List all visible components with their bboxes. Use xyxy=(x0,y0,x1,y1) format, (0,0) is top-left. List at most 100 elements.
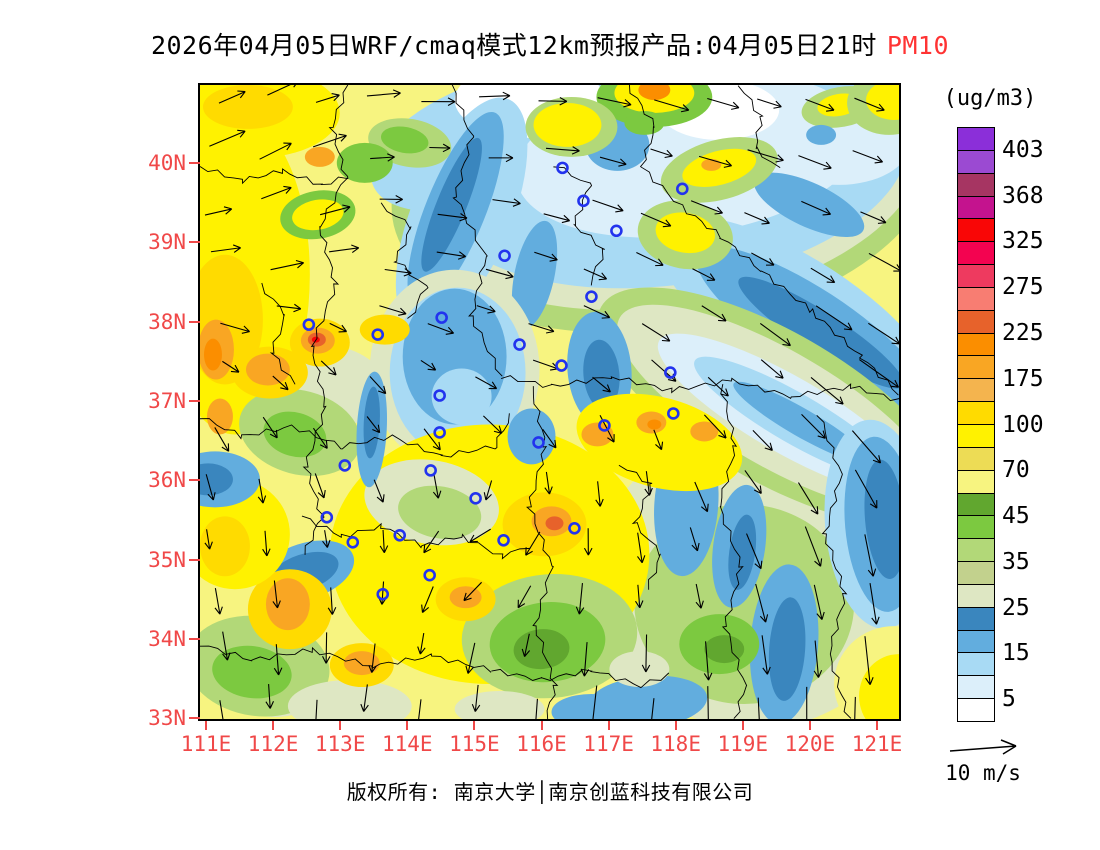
wind-arrow xyxy=(583,268,608,281)
wind-arrow xyxy=(432,472,442,499)
wind-arrow xyxy=(798,155,832,170)
station-marker xyxy=(424,464,437,477)
wind-arrow xyxy=(695,583,704,609)
colorbar-tick-label: 25 xyxy=(1002,594,1030,621)
wind-arrow xyxy=(757,98,782,109)
station-marker xyxy=(664,366,677,379)
station-marker xyxy=(497,533,510,547)
wind-arrow xyxy=(804,526,823,567)
wind-arrow xyxy=(755,583,769,623)
province-boundary xyxy=(200,645,492,673)
wind-arrow xyxy=(420,360,437,371)
station-marker xyxy=(371,328,385,341)
wind-arrow xyxy=(860,211,887,224)
concentration-blob xyxy=(690,421,719,442)
lat-tick-mark xyxy=(189,479,200,482)
wind-scale-arrow-icon xyxy=(949,739,1017,755)
province-boundary xyxy=(553,166,605,286)
pm10-concentration-map xyxy=(200,85,899,719)
colorbar-segment xyxy=(958,242,994,266)
colorbar-tick-label: 5 xyxy=(1002,686,1016,713)
wind-arrow xyxy=(327,587,337,615)
wind-arrow xyxy=(366,416,381,434)
colorbar-segment xyxy=(958,356,994,380)
lon-tick-label: 117E xyxy=(583,732,634,756)
station-marker xyxy=(585,290,598,303)
lat-tick-mark xyxy=(189,717,200,720)
wind-arrow xyxy=(761,635,771,675)
colorbar-segment xyxy=(958,653,994,677)
wind-arrow xyxy=(707,97,740,110)
concentration-blob xyxy=(359,314,410,345)
wind-arrow xyxy=(544,471,553,495)
concentration-blob xyxy=(431,368,492,425)
concentration-blob xyxy=(704,635,745,664)
station-marker xyxy=(423,568,436,582)
concentration-blob xyxy=(265,578,310,631)
concentration-blob xyxy=(609,651,670,688)
concentration-blob xyxy=(513,629,570,670)
colorbar-tick-label: 368 xyxy=(1002,182,1044,209)
wind-arrow xyxy=(592,376,611,393)
map-frame xyxy=(198,83,901,721)
station-marker xyxy=(376,587,390,601)
lon-tick-mark xyxy=(473,721,476,730)
wind-arrow xyxy=(463,581,482,602)
wind-arrow xyxy=(854,469,878,509)
wind-arrow xyxy=(329,244,360,253)
station-marker xyxy=(667,407,680,420)
wind-arrow xyxy=(312,133,347,148)
wind-arrow xyxy=(689,527,700,552)
wind-arrow xyxy=(423,428,441,451)
station-marker xyxy=(433,426,446,439)
wind-arrow xyxy=(369,376,387,395)
wind-arrow xyxy=(868,252,899,272)
station-marker xyxy=(676,182,689,196)
wind-arrow xyxy=(517,585,532,609)
colorbar-segment xyxy=(958,173,994,197)
concentration-blob xyxy=(203,338,222,371)
province-boundary xyxy=(618,464,661,590)
wind-arrow xyxy=(471,684,481,712)
wind-arrow xyxy=(644,471,653,496)
concentration-blob xyxy=(624,110,665,135)
wind-arrow xyxy=(427,323,455,335)
lat-tick-mark xyxy=(189,637,200,640)
colorbar-segment xyxy=(958,470,994,494)
station-marker xyxy=(598,419,611,432)
lon-tick-mark xyxy=(339,721,342,730)
wind-arrow xyxy=(479,91,511,101)
wind-arrow xyxy=(703,414,727,439)
lat-tick-mark xyxy=(189,162,200,164)
wind-arrow xyxy=(641,323,671,342)
wind-arrow xyxy=(701,305,727,322)
concentration-blob xyxy=(206,398,233,435)
wind-arrow xyxy=(653,429,664,451)
lon-tick-mark xyxy=(674,721,677,730)
wind-arrow xyxy=(545,146,580,155)
province-boundary xyxy=(200,166,349,186)
copyright-text: 版权所有: 南京大学│南京创蓝科技有限公司 xyxy=(346,780,754,804)
colorbar-tick-label: 70 xyxy=(1002,457,1030,484)
wind-arrow xyxy=(851,430,882,464)
concentration-blob xyxy=(336,142,393,183)
colorbar-tick-label: 325 xyxy=(1002,228,1044,255)
station-marker xyxy=(435,311,448,324)
lat-tick-mark xyxy=(189,399,200,402)
station-marker xyxy=(469,492,482,505)
concentration-blob xyxy=(200,516,250,577)
wind-arrow xyxy=(854,696,856,719)
concentration-blob xyxy=(292,199,344,231)
province-boundary xyxy=(526,386,559,719)
colorbar-segment xyxy=(958,196,994,220)
station-marker xyxy=(556,161,569,175)
concentration-blob xyxy=(806,124,837,145)
wind-arrow xyxy=(483,480,493,501)
title-text: 2026年04月05日WRF/cmaq模式12km预报产品:04月05日21时 xyxy=(150,31,877,60)
province-boundary xyxy=(629,85,899,396)
wind-arrow xyxy=(261,185,292,200)
wind-arrow xyxy=(692,268,716,281)
concentration-blob xyxy=(581,422,614,447)
wind-arrow xyxy=(272,375,289,391)
wind-arrow xyxy=(595,481,604,507)
